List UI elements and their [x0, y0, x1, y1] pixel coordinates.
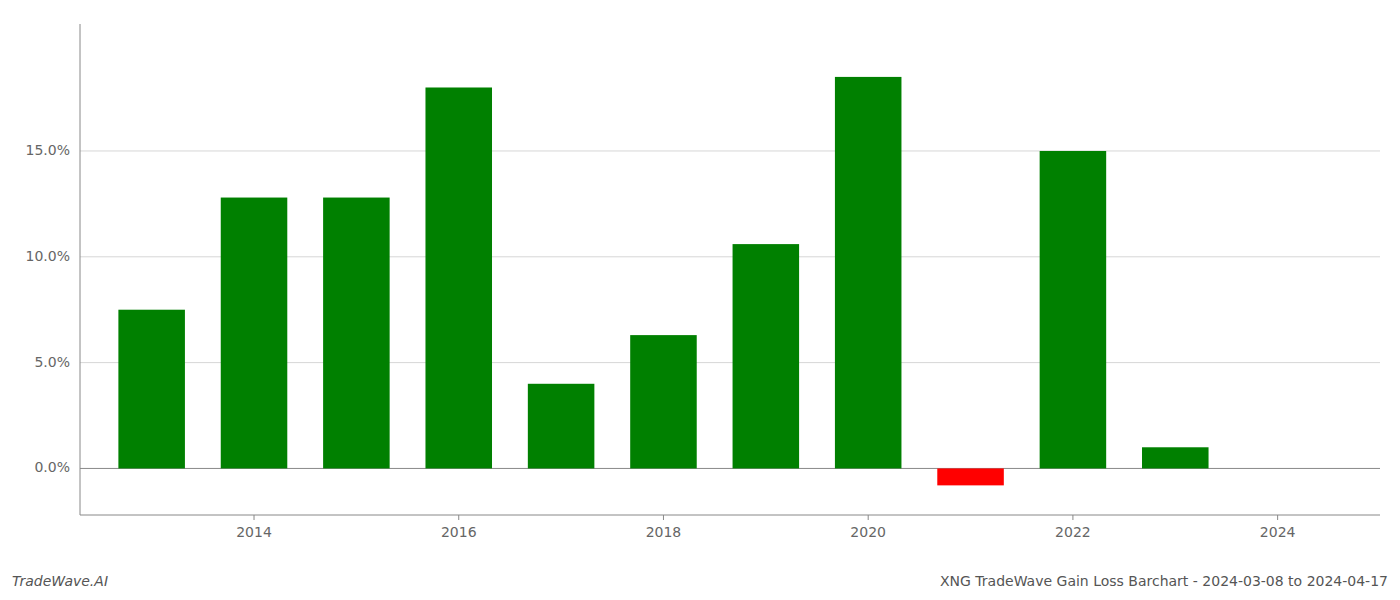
x-tick-label: 2024: [1260, 524, 1296, 540]
x-tick: [458, 515, 459, 520]
x-tick-label: 2014: [236, 524, 272, 540]
x-tick: [1072, 515, 1073, 520]
grid-line: [80, 150, 1380, 151]
x-tick-label: 2020: [850, 524, 886, 540]
bar: [1040, 151, 1107, 468]
bar: [425, 87, 492, 468]
x-tick: [663, 515, 664, 520]
bar: [118, 310, 185, 469]
chart-container: 0.0% 5.0% 10.0% 15.0% 2014 2016 2018 2020 2022 20…: [0, 0, 1400, 600]
bar: [630, 335, 697, 468]
x-tick-label: 2018: [646, 524, 682, 540]
y-tick-label: 5.0%: [34, 354, 70, 370]
x-axis-line: [80, 515, 1380, 516]
bar: [528, 384, 595, 469]
axes: 0.0% 5.0% 10.0% 15.0% 2014 2016 2018 2020 2022 20…: [26, 24, 1380, 540]
x-tick: [1277, 515, 1278, 520]
x-tick: [868, 515, 869, 520]
bars: [118, 77, 1208, 485]
bar: [221, 198, 288, 469]
bar: [733, 244, 800, 468]
y-tick-label: 0.0%: [34, 459, 70, 475]
bar: [937, 468, 1004, 485]
bar: [1142, 447, 1209, 468]
y-axis-line: [80, 24, 81, 515]
y-tick-label: 15.0%: [26, 142, 70, 158]
watermark: TradeWave.AI: [12, 573, 108, 589]
grid: [80, 151, 1380, 468]
bar: [323, 198, 390, 469]
chart: 0.0% 5.0% 10.0% 15.0% 2014 2016 2018 2020 2022 20…: [0, 0, 1400, 600]
title: XNG TradeWave Gain Loss Barchart - 2024-…: [940, 573, 1388, 589]
x-tick-label: 2016: [441, 524, 477, 540]
bar: [835, 77, 902, 469]
x-tick-label: 2022: [1055, 524, 1091, 540]
x-tick: [254, 515, 255, 520]
y-tick-label: 10.0%: [26, 248, 70, 264]
